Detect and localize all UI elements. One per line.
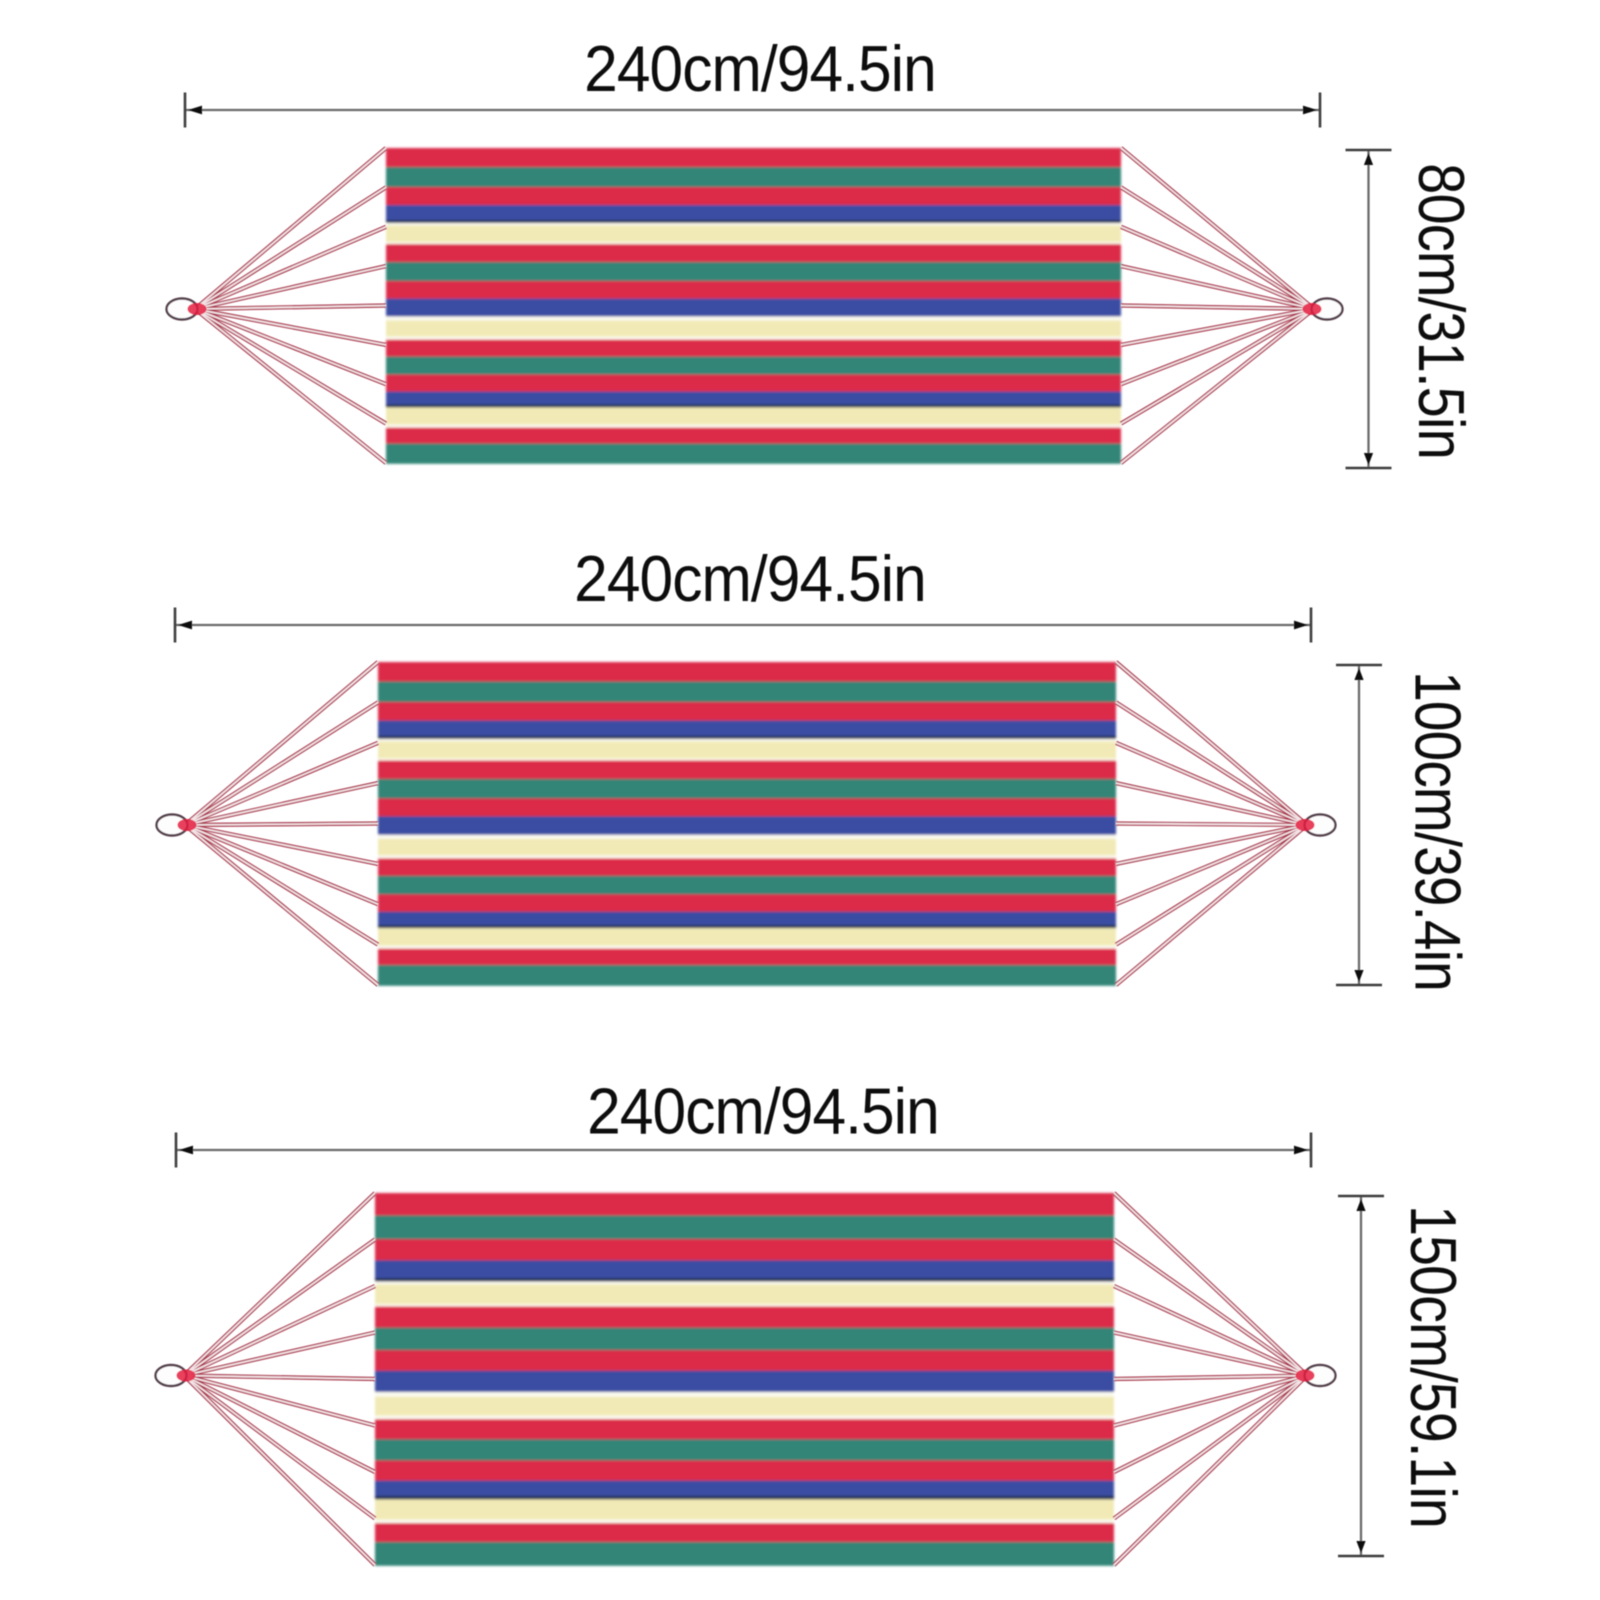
svg-text:80cm/31.5in: 80cm/31.5in	[1405, 163, 1478, 459]
svg-text:240cm/94.5in: 240cm/94.5in	[587, 1076, 939, 1148]
svg-text:240cm/94.5in: 240cm/94.5in	[574, 543, 926, 615]
svg-text:100cm/39.4in: 100cm/39.4in	[1401, 671, 1473, 991]
svg-text:150cm/59.1in: 150cm/59.1in	[1397, 1205, 1470, 1528]
svg-text:240cm/94.5in: 240cm/94.5in	[584, 33, 936, 105]
